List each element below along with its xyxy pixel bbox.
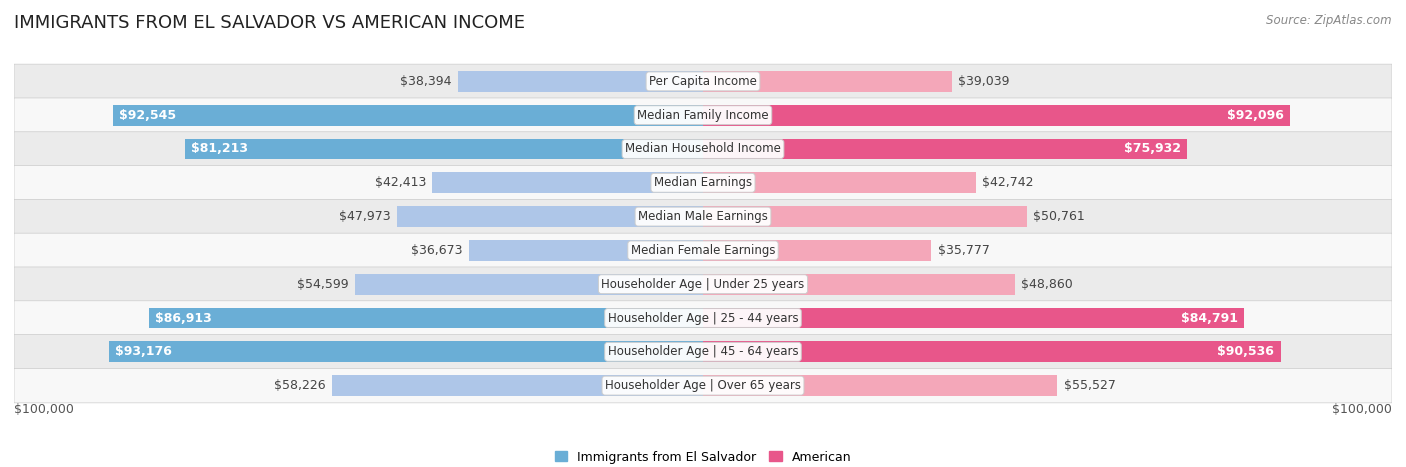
Bar	[396, 206, 703, 227]
Bar	[470, 240, 703, 261]
Text: IMMIGRANTS FROM EL SALVADOR VS AMERICAN INCOME: IMMIGRANTS FROM EL SALVADOR VS AMERICAN …	[14, 14, 524, 32]
Text: $54,599: $54,599	[297, 278, 349, 290]
Text: $92,545: $92,545	[120, 109, 176, 122]
Text: Median Female Earnings: Median Female Earnings	[631, 244, 775, 257]
Text: $36,673: $36,673	[411, 244, 463, 257]
FancyBboxPatch shape	[14, 267, 1392, 301]
FancyBboxPatch shape	[14, 368, 1392, 403]
FancyBboxPatch shape	[14, 132, 1392, 166]
Text: $39,039: $39,039	[959, 75, 1010, 88]
Bar	[703, 206, 1026, 227]
Text: $55,527: $55,527	[1063, 379, 1115, 392]
Bar	[703, 105, 1291, 126]
Bar	[458, 71, 703, 92]
Text: $75,932: $75,932	[1123, 142, 1181, 156]
Text: Median Household Income: Median Household Income	[626, 142, 780, 156]
Text: Median Earnings: Median Earnings	[654, 177, 752, 189]
FancyBboxPatch shape	[14, 98, 1392, 133]
Bar	[354, 274, 703, 295]
Text: $47,973: $47,973	[339, 210, 391, 223]
Bar	[332, 375, 703, 396]
Text: Householder Age | Over 65 years: Householder Age | Over 65 years	[605, 379, 801, 392]
Bar	[703, 341, 1281, 362]
Text: $42,742: $42,742	[981, 177, 1033, 189]
FancyBboxPatch shape	[14, 199, 1392, 234]
Text: $38,394: $38,394	[401, 75, 451, 88]
Bar	[703, 71, 952, 92]
Bar	[703, 172, 976, 193]
Text: $50,761: $50,761	[1033, 210, 1085, 223]
Bar	[433, 172, 703, 193]
FancyBboxPatch shape	[14, 64, 1392, 99]
Text: Median Male Earnings: Median Male Earnings	[638, 210, 768, 223]
FancyBboxPatch shape	[14, 233, 1392, 268]
Text: $86,913: $86,913	[155, 311, 212, 325]
Text: $92,096: $92,096	[1227, 109, 1284, 122]
Bar	[186, 139, 703, 159]
Bar	[703, 274, 1015, 295]
Text: $90,536: $90,536	[1218, 345, 1274, 358]
Text: $48,860: $48,860	[1021, 278, 1073, 290]
Text: $42,413: $42,413	[374, 177, 426, 189]
Bar	[703, 240, 931, 261]
Text: Householder Age | 25 - 44 years: Householder Age | 25 - 44 years	[607, 311, 799, 325]
Bar	[108, 341, 703, 362]
Bar	[149, 308, 703, 328]
Bar	[703, 308, 1244, 328]
Legend: Immigrants from El Salvador, American: Immigrants from El Salvador, American	[550, 446, 856, 467]
Bar	[703, 375, 1057, 396]
Bar	[703, 139, 1188, 159]
Text: Median Family Income: Median Family Income	[637, 109, 769, 122]
Text: Householder Age | Under 25 years: Householder Age | Under 25 years	[602, 278, 804, 290]
FancyBboxPatch shape	[14, 166, 1392, 200]
FancyBboxPatch shape	[14, 334, 1392, 369]
FancyBboxPatch shape	[14, 301, 1392, 335]
Bar	[112, 105, 703, 126]
Text: Per Capita Income: Per Capita Income	[650, 75, 756, 88]
Text: $35,777: $35,777	[938, 244, 990, 257]
Text: Source: ZipAtlas.com: Source: ZipAtlas.com	[1267, 14, 1392, 27]
Text: Householder Age | 45 - 64 years: Householder Age | 45 - 64 years	[607, 345, 799, 358]
Text: $100,000: $100,000	[1331, 403, 1392, 417]
Text: $81,213: $81,213	[191, 142, 249, 156]
Text: $84,791: $84,791	[1181, 311, 1237, 325]
Text: $58,226: $58,226	[274, 379, 325, 392]
Text: $93,176: $93,176	[115, 345, 172, 358]
Text: $100,000: $100,000	[14, 403, 75, 417]
